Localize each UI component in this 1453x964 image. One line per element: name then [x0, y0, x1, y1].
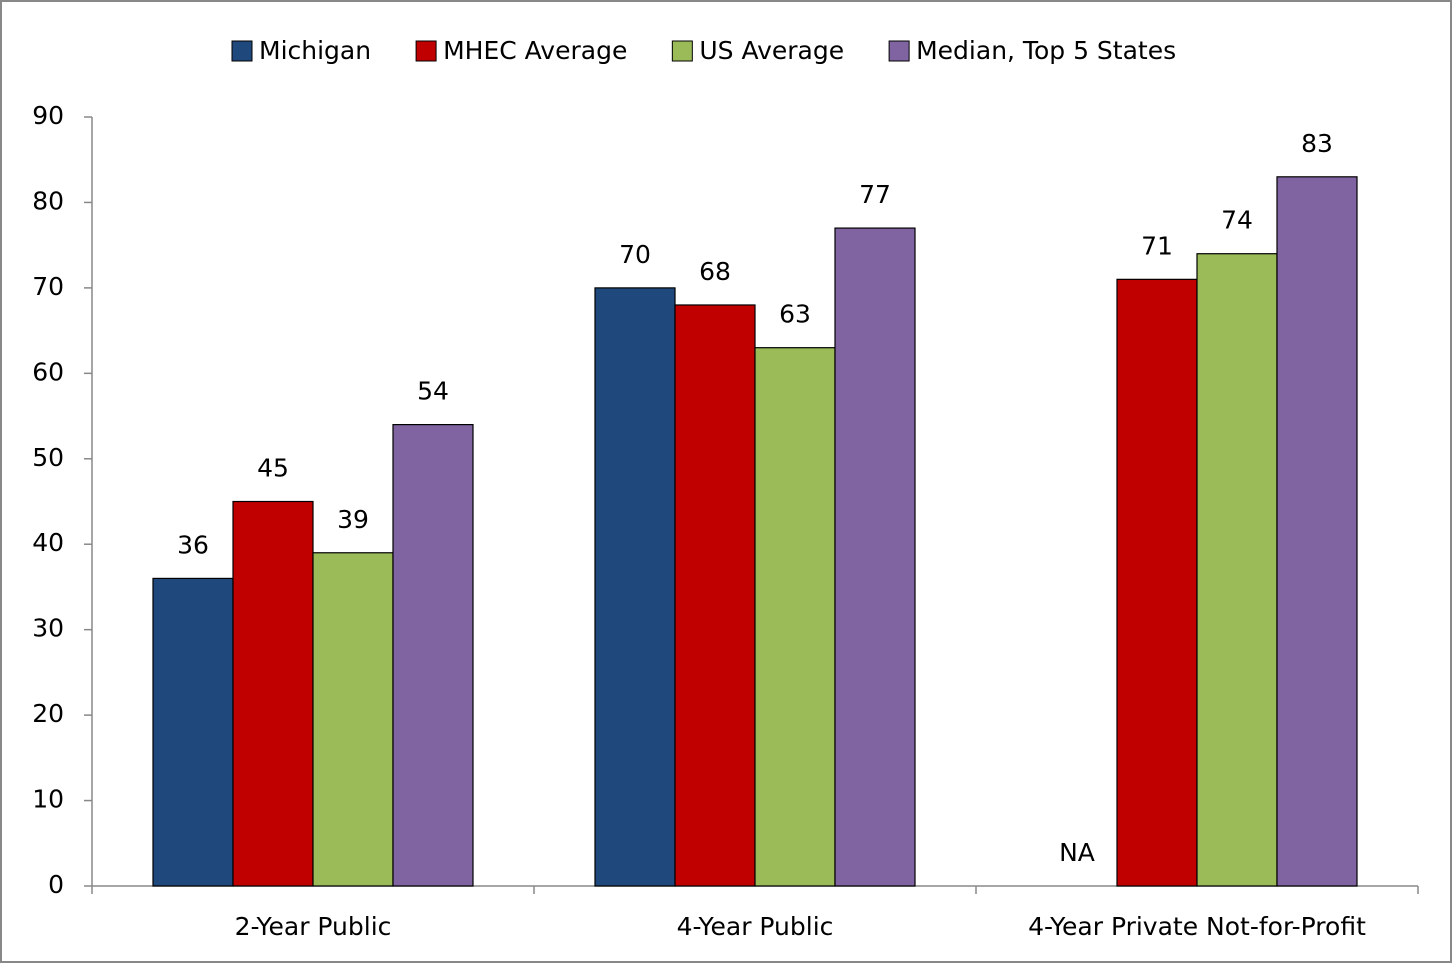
bar: [1116, 278, 1198, 887]
legend-swatch: [671, 40, 693, 62]
bar: [1196, 253, 1278, 887]
legend-swatch: [231, 40, 253, 62]
bar: [754, 347, 836, 887]
bar: [232, 500, 314, 887]
y-tick-label: 70: [32, 272, 64, 301]
x-tick-label: 4-Year Public: [677, 912, 834, 941]
legend-label: US Average: [699, 36, 844, 65]
bar: [594, 287, 676, 887]
bar: [1276, 176, 1358, 887]
x-tick-label: 2-Year Public: [235, 912, 392, 941]
bar: [312, 552, 394, 887]
y-tick-label: 20: [32, 699, 64, 728]
y-tick-label: 30: [32, 614, 64, 643]
y-tick-label: 40: [32, 528, 64, 557]
value-label: NA: [1059, 838, 1095, 867]
value-label: 68: [699, 257, 731, 286]
legend-swatch: [888, 40, 910, 62]
legend-label: Median, Top 5 States: [916, 36, 1176, 65]
value-label: 36: [177, 530, 209, 559]
y-tick-label: 80: [32, 186, 64, 215]
value-label: 63: [779, 300, 811, 329]
value-label: 70: [619, 240, 651, 269]
bar: [834, 227, 916, 887]
bar: [674, 304, 756, 887]
value-label: 39: [337, 505, 369, 534]
bar: [392, 424, 474, 887]
legend-label: MHEC Average: [443, 36, 627, 65]
value-label: 83: [1301, 129, 1333, 158]
y-tick-label: 60: [32, 357, 64, 386]
y-tick-label: 50: [32, 443, 64, 472]
value-label: 77: [859, 180, 891, 209]
y-tick-label: 0: [48, 870, 64, 899]
y-tick-label: 90: [32, 101, 64, 130]
legend-label: Michigan: [259, 36, 371, 65]
value-label: 71: [1141, 231, 1173, 260]
value-label: 74: [1221, 206, 1253, 235]
x-tick-label: 4-Year Private Not-for-Profit: [1028, 912, 1366, 941]
y-tick-label: 10: [32, 785, 64, 814]
legend-swatch: [415, 40, 437, 62]
value-label: 45: [257, 454, 289, 483]
bar: [152, 577, 234, 887]
value-label: 54: [417, 377, 449, 406]
